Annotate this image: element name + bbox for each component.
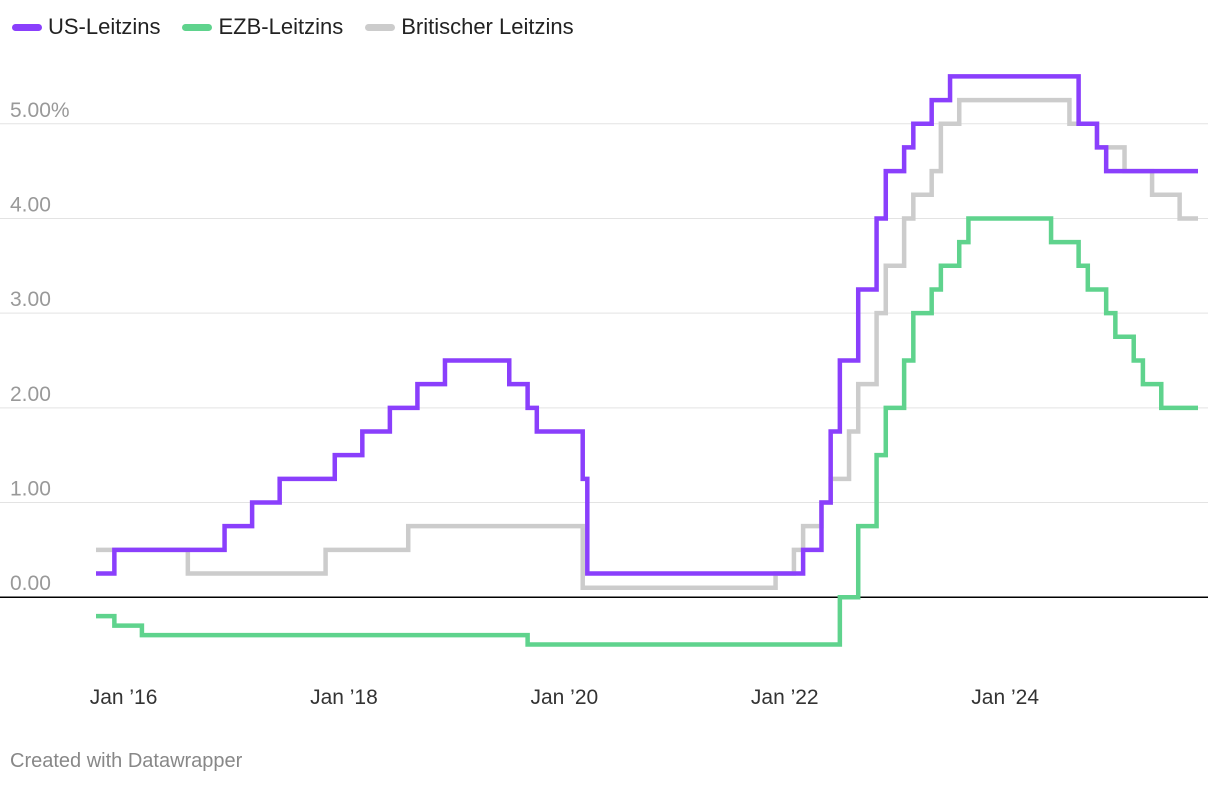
y-tick-label: 5.00% (10, 99, 70, 122)
y-tick-label: 1.00 (10, 478, 51, 501)
series-line-ezb-leitzins (96, 216, 1198, 647)
legend: US-Leitzins EZB-Leitzins Britischer Leit… (12, 14, 574, 40)
x-tick-label: Jan ’20 (530, 686, 598, 709)
legend-label-us: US-Leitzins (48, 14, 161, 39)
y-tick-label: 2.00 (10, 383, 51, 406)
series-line-us-leitzins (96, 74, 1198, 576)
x-tick-label: Jan ’24 (971, 686, 1039, 709)
x-tick-label: Jan ’16 (90, 686, 158, 709)
legend-label-ezb: EZB-Leitzins (218, 14, 344, 39)
legend-item-us: US-Leitzins (12, 14, 160, 40)
y-tick-label: 0.00 (10, 572, 51, 595)
x-tick-label: Jan ’18 (310, 686, 378, 709)
legend-label-uk: Britischer Leitzins (401, 14, 574, 39)
series-line-britischer-leitzins (96, 97, 1198, 590)
legend-swatch-ezb (182, 23, 213, 31)
x-tick-label: Jan ’22 (751, 686, 819, 709)
footer-credit: Created with Datawrapper (10, 750, 243, 772)
legend-swatch-us (12, 23, 42, 31)
legend-item-uk: Britischer Leitzins (365, 14, 574, 40)
y-tick-label: 3.00 (10, 288, 51, 311)
legend-swatch-uk (365, 23, 396, 31)
y-tick-label: 4.00 (10, 193, 51, 216)
legend-item-ezb: EZB-Leitzins (182, 14, 343, 40)
